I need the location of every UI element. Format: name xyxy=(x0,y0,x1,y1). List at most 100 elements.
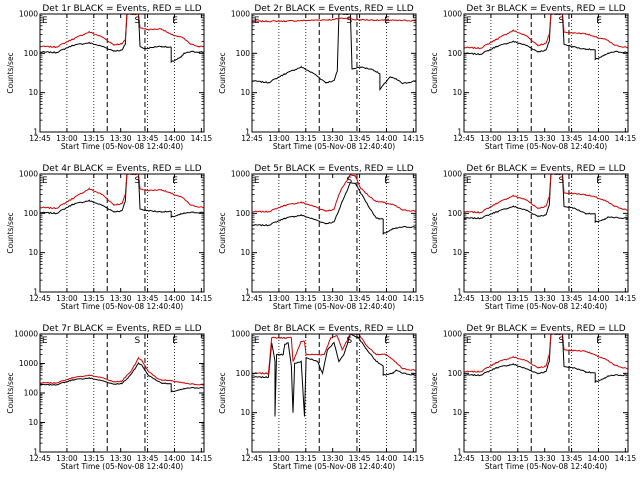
y-tick-label: 1000 xyxy=(19,170,38,179)
x-tick-label: 12:45 xyxy=(29,454,51,463)
y-axis-label: Counts/sec xyxy=(218,212,227,253)
panel-title: Det 7r BLACK = Events, RED = LLD xyxy=(42,324,201,334)
x-tick-label: 13:45 xyxy=(561,454,583,463)
x-tick-label: 13:00 xyxy=(268,454,290,463)
y-tick-label: 10 xyxy=(240,248,250,257)
x-tick-label: 13:15 xyxy=(507,134,529,143)
x-tick-label: 14:00 xyxy=(164,294,186,303)
plot-frame xyxy=(463,333,629,453)
x-tick-label: 13:15 xyxy=(295,454,317,463)
interval-marker: S xyxy=(558,176,564,186)
series-lld-line xyxy=(464,334,628,373)
interval-marker: E xyxy=(384,336,390,346)
series-lld-line xyxy=(40,356,204,386)
y-tick-label: 100 xyxy=(236,369,251,378)
y-tick-label: 100 xyxy=(448,49,463,58)
x-tick-label: 13:00 xyxy=(480,134,502,143)
interval-marker: E xyxy=(42,336,48,346)
y-tick-label: 100 xyxy=(236,209,251,218)
y-tick-label: 100 xyxy=(24,389,39,398)
x-axis-label: Start Time (05-Nov-08 12:40:40) xyxy=(485,462,607,471)
interval-marker: E xyxy=(596,336,602,346)
y-tick-label: 1 xyxy=(245,448,250,457)
x-tick-label: 13:45 xyxy=(561,134,583,143)
x-tick-label: 13:30 xyxy=(110,134,132,143)
x-axis-label: Start Time (05-Nov-08 12:40:40) xyxy=(61,142,183,151)
y-tick-label: 100 xyxy=(24,49,39,58)
interval-marker: E xyxy=(384,176,390,186)
interval-marker: E xyxy=(596,176,602,186)
x-tick-label: 13:00 xyxy=(268,294,290,303)
x-tick-label: 14:00 xyxy=(588,134,610,143)
series-lld-line xyxy=(40,174,204,210)
interval-marker: E xyxy=(466,16,472,26)
y-tick-label: 1000 xyxy=(19,10,38,19)
plot-frame xyxy=(463,173,629,293)
x-axis-label: Start Time (05-Nov-08 12:40:40) xyxy=(485,302,607,311)
interval-marker: E xyxy=(254,176,260,186)
panel-title: Det 1r BLACK = Events, RED = LLD xyxy=(42,4,201,14)
x-tick-label: 13:00 xyxy=(56,134,78,143)
panel-title: Det 6r BLACK = Events, RED = LLD xyxy=(466,164,625,174)
interval-marker: S xyxy=(134,16,140,26)
x-tick-label: 13:15 xyxy=(507,454,529,463)
x-tick-label: 13:45 xyxy=(349,134,371,143)
y-tick-label: 1000 xyxy=(231,170,250,179)
series-lld-line xyxy=(252,174,416,213)
x-tick-label: 14:00 xyxy=(376,454,398,463)
x-tick-label: 13:45 xyxy=(137,454,159,463)
interval-marker: E xyxy=(254,336,260,346)
x-tick-label: 14:15 xyxy=(615,134,637,143)
x-tick-label: 13:00 xyxy=(56,454,78,463)
series-events-line xyxy=(464,14,628,61)
y-tick-label: 1000 xyxy=(231,330,250,339)
x-tick-label: 14:15 xyxy=(191,454,213,463)
interval-marker: S xyxy=(558,16,564,26)
panel-title: Det 9r BLACK = Events, RED = LLD xyxy=(466,324,625,334)
x-tick-label: 13:15 xyxy=(295,134,317,143)
y-tick-label: 1 xyxy=(33,448,38,457)
y-tick-label: 10 xyxy=(452,248,462,257)
x-tick-label: 12:45 xyxy=(453,134,475,143)
y-tick-label: 100 xyxy=(448,209,463,218)
series-events-line xyxy=(40,174,204,219)
series-events-line xyxy=(252,334,416,417)
interval-marker: E xyxy=(172,16,178,26)
x-tick-label: 14:15 xyxy=(403,134,425,143)
x-axis-label: Start Time (05-Nov-08 12:40:40) xyxy=(273,142,395,151)
series-lld-line xyxy=(464,174,628,214)
x-tick-label: 14:00 xyxy=(588,454,610,463)
detector-panel-2: Det 2r BLACK = Events, RED = LLD 1 10 100 10… xyxy=(218,4,424,151)
x-tick-label: 13:30 xyxy=(110,454,132,463)
interval-marker: E xyxy=(384,16,390,26)
interval-marker: E xyxy=(172,176,178,186)
y-tick-label: 10 xyxy=(240,88,250,97)
x-axis-label: Start Time (05-Nov-08 12:40:40) xyxy=(485,142,607,151)
detector-panel-4: Det 4r BLACK = Events, RED = LLD 1 10 100 10… xyxy=(6,164,212,311)
y-axis-label: Counts/sec xyxy=(6,52,15,93)
y-tick-label: 10 xyxy=(28,418,38,427)
y-tick-label: 1 xyxy=(245,128,250,137)
x-tick-label: 14:15 xyxy=(615,294,637,303)
plot-frame xyxy=(39,333,205,453)
x-tick-label: 14:15 xyxy=(403,454,425,463)
x-tick-label: 13:30 xyxy=(110,294,132,303)
x-tick-label: 14:15 xyxy=(403,294,425,303)
x-tick-label: 13:15 xyxy=(83,134,105,143)
interval-marker: E xyxy=(172,336,178,346)
x-tick-label: 14:00 xyxy=(588,294,610,303)
x-tick-label: 13:00 xyxy=(480,454,502,463)
y-tick-label: 10 xyxy=(28,248,38,257)
y-tick-label: 10 xyxy=(452,88,462,97)
interval-marker: S xyxy=(558,336,564,346)
y-tick-label: 1 xyxy=(33,128,38,137)
x-tick-label: 13:00 xyxy=(268,134,290,143)
interval-marker: E xyxy=(466,176,472,186)
x-tick-label: 13:45 xyxy=(349,454,371,463)
y-tick-label: 1 xyxy=(245,288,250,297)
interval-marker: S xyxy=(346,16,352,26)
x-tick-label: 14:00 xyxy=(376,134,398,143)
detector-panel-5: Det 5r BLACK = Events, RED = LLD 1 10 100 10… xyxy=(218,164,424,311)
detector-panel-9: Det 9r BLACK = Events, RED = LLD 1 10 100 10… xyxy=(430,324,636,471)
interval-marker: S xyxy=(134,176,140,186)
